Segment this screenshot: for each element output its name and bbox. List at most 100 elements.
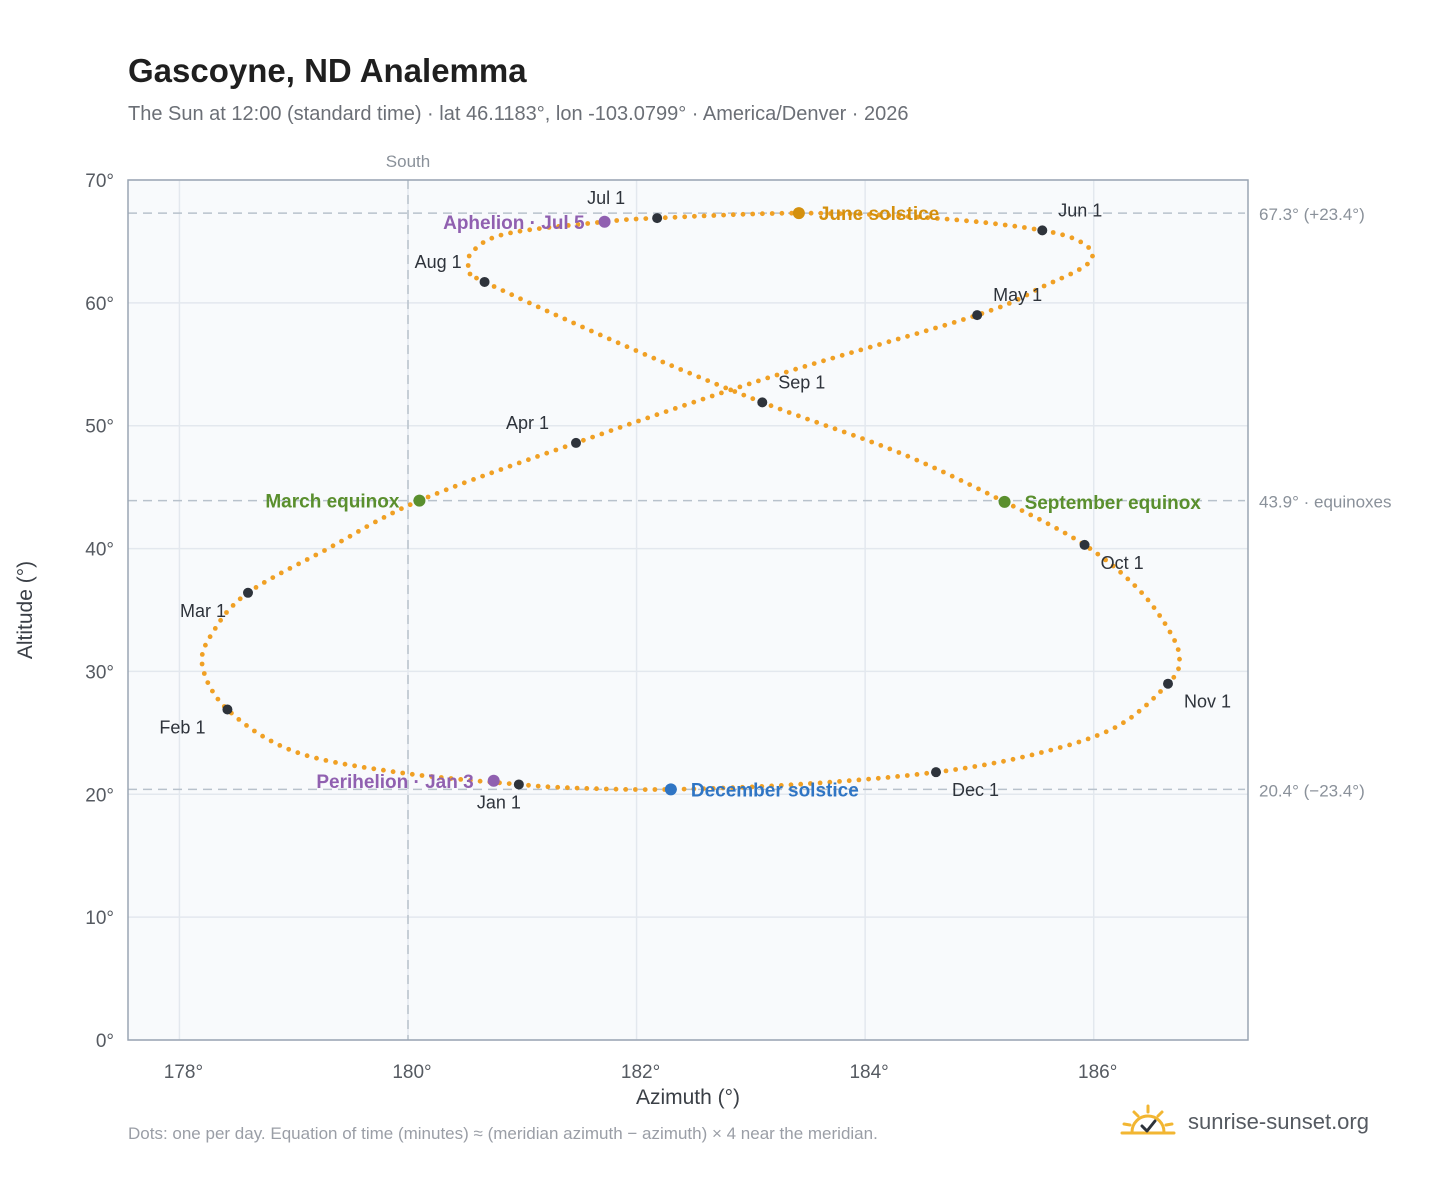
event-label: December solstice — [691, 780, 859, 801]
daily-sun-dot — [603, 786, 609, 792]
daily-sun-dot — [477, 778, 483, 784]
event-marker — [792, 207, 805, 220]
daily-sun-dot — [286, 746, 292, 752]
daily-sun-dot — [1094, 733, 1100, 738]
daily-sun-dot — [438, 775, 444, 780]
daily-sun-dot — [373, 519, 378, 525]
daily-sun-dot — [857, 211, 863, 217]
daily-sun-dot — [1136, 708, 1142, 714]
daily-sun-dot — [1144, 702, 1149, 708]
daily-sun-dot — [1103, 557, 1108, 563]
daily-sun-dot — [789, 210, 794, 216]
event-label: Aphelion · Jul 5 — [443, 213, 585, 234]
brand[interactable]: sunrise-sunset.org — [1120, 1102, 1369, 1142]
x-tick-label: 178° — [164, 1062, 203, 1083]
daily-sun-dot — [517, 228, 523, 234]
daily-sun-dot — [589, 328, 594, 334]
daily-sun-dot — [1157, 613, 1162, 618]
daily-sun-dot — [779, 210, 785, 216]
daily-sun-dot — [818, 210, 824, 216]
daily-sun-dot — [796, 413, 801, 419]
daily-sun-dot — [768, 403, 774, 409]
y-tick-label: 40° — [85, 540, 114, 561]
daily-sun-dot — [827, 779, 833, 785]
daily-sun-dot — [837, 779, 842, 784]
month-label: Nov 1 — [1184, 692, 1231, 712]
daily-sun-dot — [230, 603, 236, 608]
daily-sun-dot — [575, 222, 581, 227]
daily-sun-dot — [932, 465, 937, 471]
daily-sun-dot — [215, 696, 221, 702]
daily-sun-dot — [1112, 725, 1118, 730]
daily-sun-dot — [526, 457, 531, 463]
daily-sun-dot — [390, 769, 396, 775]
plot-border — [127, 179, 1249, 1041]
daily-sun-dot — [915, 214, 921, 220]
daily-sun-dot — [839, 352, 845, 358]
chart-title: Gascoyne, ND Analemma — [128, 52, 527, 89]
daily-sun-dot — [841, 429, 847, 435]
month-label: Dec 1 — [952, 780, 999, 800]
daily-sun-dot — [682, 214, 688, 220]
daily-sun-dot — [923, 461, 929, 467]
daily-sun-dot — [1019, 508, 1025, 513]
daily-sun-dot — [851, 432, 856, 438]
daily-sun-dot — [590, 434, 595, 440]
daily-sun-dot — [867, 212, 872, 218]
daily-sun-dot — [339, 538, 344, 544]
daily-sun-dot — [943, 768, 949, 774]
daily-sun-dot — [330, 543, 336, 549]
daily-sun-dot — [1045, 521, 1051, 527]
daily-sun-dot — [584, 786, 590, 791]
daily-sun-dot — [869, 439, 875, 445]
daily-sun-dot — [721, 212, 726, 218]
month-marker — [222, 704, 233, 715]
daily-sun-dot — [498, 232, 504, 238]
daily-sun-dot — [562, 444, 568, 450]
daily-sun-dot — [608, 428, 614, 433]
daily-sun-dot — [895, 336, 901, 342]
daily-sun-dot — [1158, 689, 1163, 694]
daily-sun-dot — [983, 220, 989, 226]
event-label: March equinox — [265, 492, 400, 513]
daily-sun-dot — [624, 217, 629, 223]
daily-sun-dot — [896, 450, 902, 455]
daily-sun-dot — [599, 431, 605, 437]
y-tick-label: 50° — [85, 417, 114, 438]
month-marker — [931, 767, 941, 778]
daily-sun-dot — [1177, 656, 1182, 662]
reference-line-label: 20.4° (−23.4°) — [1259, 781, 1365, 800]
daily-sun-dot — [342, 761, 348, 767]
reference-line-label: South — [386, 152, 430, 171]
daily-sun-dot — [933, 325, 938, 331]
daily-sun-dot — [580, 324, 585, 330]
daily-sun-dot — [832, 426, 838, 432]
daily-sun-dot — [846, 778, 852, 784]
daily-sun-dot — [313, 552, 319, 558]
daily-sun-dot — [347, 533, 353, 539]
daily-sun-dot — [553, 447, 559, 453]
daily-sun-dot — [467, 271, 473, 277]
daily-sun-dot — [434, 491, 440, 496]
daily-sun-dot — [381, 767, 386, 773]
daily-sun-dot — [904, 773, 910, 778]
daily-sun-dot — [1010, 503, 1016, 509]
daily-sun-dot — [407, 502, 413, 508]
daily-sun-dot — [615, 340, 621, 346]
month-markers: Jan 1 Feb 1 Mar 1 Apr 1 May 1 Jun 1 Jul 1 Aug 1… — [159, 188, 1231, 812]
daily-sun-dot — [662, 215, 668, 221]
daily-sun-dot — [633, 216, 639, 222]
daily-sun-dot — [958, 478, 964, 483]
daily-sun-dot — [260, 733, 265, 739]
daily-sun-dot — [199, 652, 205, 657]
daily-sun-dot — [788, 782, 794, 788]
event-marker — [598, 215, 611, 228]
daily-sun-dot — [663, 409, 669, 414]
daily-sun-dot — [473, 246, 478, 252]
daily-sun-dot — [756, 378, 761, 384]
daily-sun-dot — [212, 626, 218, 631]
daily-sun-dot — [875, 775, 881, 781]
daily-sun-dot — [506, 781, 512, 786]
daily-sun-dot — [793, 366, 798, 372]
daily-sun-dot — [544, 308, 550, 314]
